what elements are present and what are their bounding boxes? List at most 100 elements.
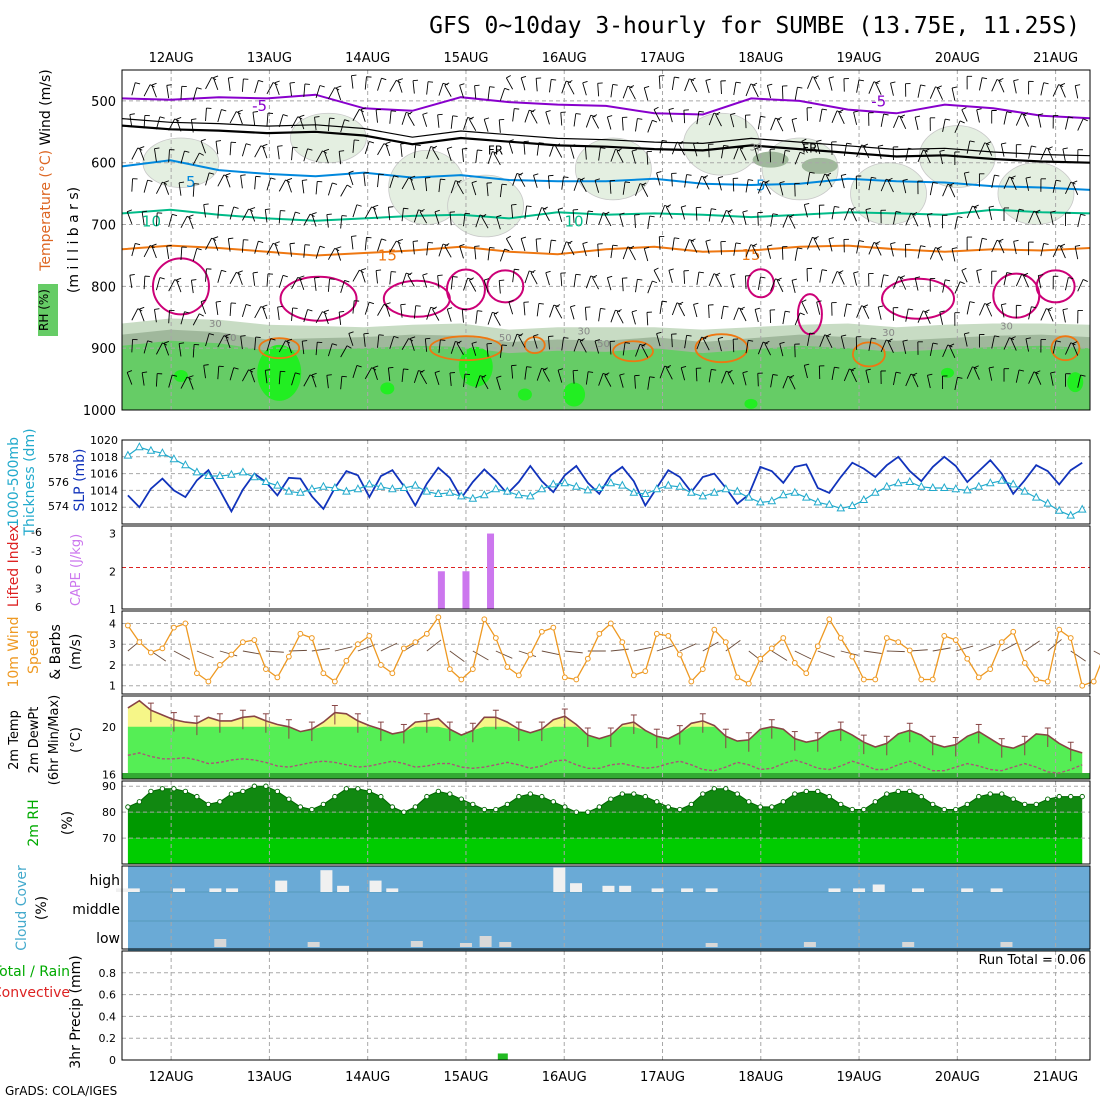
wind-barb xyxy=(914,117,919,130)
wind-barb xyxy=(375,109,378,123)
li-tick-label: 0 xyxy=(35,564,42,577)
wind-barb xyxy=(512,269,515,283)
run-total-label: Run Total = 0.06 xyxy=(978,953,1086,968)
wind-barb xyxy=(389,271,392,285)
wind-barb-flag xyxy=(612,83,618,86)
wind-barb-flag xyxy=(469,277,475,281)
wind-barb xyxy=(274,82,280,96)
wind-barb-flag xyxy=(311,212,317,215)
rh2m-point xyxy=(677,806,683,813)
wind-barb xyxy=(422,114,428,127)
wind-barb-flag xyxy=(302,179,308,181)
wind-barb xyxy=(658,236,661,250)
wind-barb xyxy=(733,307,739,321)
wind-barb xyxy=(254,176,257,190)
wind-barb xyxy=(1010,338,1017,351)
wind-barb xyxy=(917,149,924,163)
wind-barb xyxy=(825,175,833,188)
wind-barb-flag xyxy=(514,268,520,271)
wind-barb xyxy=(291,147,294,161)
wind-barb-flag xyxy=(464,212,471,215)
thickness-point xyxy=(468,493,478,502)
wind-barb xyxy=(684,174,688,188)
wind-barb xyxy=(914,277,919,291)
wind-barb-flag xyxy=(748,339,754,342)
wind-barb xyxy=(249,209,256,222)
wind-barb-flag xyxy=(878,144,884,147)
wind10m-point xyxy=(170,624,177,631)
wind-barb-flag xyxy=(484,278,490,281)
wind-barb xyxy=(200,140,206,154)
wind-barb-flag xyxy=(969,301,975,304)
wind-barb-flag xyxy=(937,246,942,250)
wind-barb xyxy=(843,208,850,221)
wind-barb xyxy=(131,243,136,257)
wind-barb-flag xyxy=(412,79,419,82)
wind10m-tick-label: 4 xyxy=(109,617,116,630)
wind-barb xyxy=(629,248,636,261)
wind-barb-flag xyxy=(994,335,1000,338)
wind-barb xyxy=(401,208,404,222)
wind-barb xyxy=(444,245,452,258)
wind-barb xyxy=(505,238,514,251)
wind-barb-flag xyxy=(432,145,438,149)
temp-tick-label: 20 xyxy=(102,721,116,734)
wind-barb xyxy=(126,372,133,385)
wind-barb xyxy=(252,112,256,126)
wind-barb xyxy=(483,279,489,293)
wind-barb xyxy=(315,85,321,99)
wind-barb xyxy=(474,85,477,99)
wind-barb-flag xyxy=(163,341,169,344)
wind-barb xyxy=(635,344,641,357)
wind-barb-flag xyxy=(804,363,810,366)
wind-barb-flag xyxy=(740,306,745,310)
wind10m-barb xyxy=(449,650,465,662)
wind-barb xyxy=(733,147,739,160)
wind-barb xyxy=(708,304,710,319)
wind-barb xyxy=(463,278,469,291)
wind-barb xyxy=(986,304,993,317)
wind-barb xyxy=(991,240,998,253)
wind-barb-flag xyxy=(191,118,197,120)
wind-barb-flag xyxy=(742,371,748,374)
wind-barb xyxy=(155,277,161,291)
wind-barb-flag xyxy=(363,332,369,335)
wind-barb xyxy=(266,113,269,127)
wind-barb xyxy=(794,247,798,261)
wind-barb-flag xyxy=(764,340,770,344)
wind-barb-flag xyxy=(653,267,659,271)
wind-barb xyxy=(794,312,801,326)
wind-barb-flag xyxy=(521,75,527,79)
wind-barb-flag xyxy=(1068,277,1074,280)
rh2m-point xyxy=(780,799,786,805)
wind-barb xyxy=(438,243,444,257)
wind-barb xyxy=(988,207,993,221)
precip-tick-label: 0 xyxy=(109,1054,116,1067)
wind-barb xyxy=(188,216,194,229)
wind-barb xyxy=(929,182,934,196)
wind-barb xyxy=(717,338,722,352)
wind-barb-flag xyxy=(188,375,194,378)
wind-barb-flag xyxy=(282,274,288,278)
wind-barb xyxy=(340,119,345,133)
thickness-point xyxy=(169,454,179,463)
wind-barb xyxy=(1077,374,1082,388)
wind-barb-flag xyxy=(166,84,172,86)
wind-barb-flag xyxy=(213,75,219,79)
cape-bar xyxy=(487,533,495,609)
wind-barb xyxy=(695,207,698,221)
wind-barb-flag xyxy=(949,182,955,186)
isotherm-15-loop xyxy=(851,341,886,368)
rh2m-point xyxy=(631,791,637,797)
wind-barb xyxy=(569,145,575,159)
rh2m-point xyxy=(918,793,924,800)
wind-barb xyxy=(1022,275,1029,288)
wind-barb xyxy=(986,143,993,156)
wind-barb xyxy=(314,117,317,131)
wind-barb xyxy=(678,304,686,317)
wind-barb-flag xyxy=(203,364,209,366)
thickness-point xyxy=(491,484,501,493)
wind-barb xyxy=(327,118,331,132)
wind-barb-flag xyxy=(444,82,450,86)
